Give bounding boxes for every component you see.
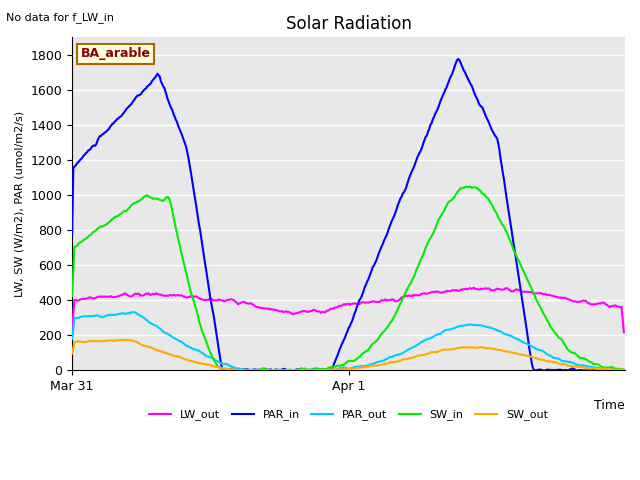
Y-axis label: LW, SW (W/m2), PAR (umol/m2/s): LW, SW (W/m2), PAR (umol/m2/s) xyxy=(15,111,25,297)
Title: Solar Radiation: Solar Radiation xyxy=(285,15,412,33)
X-axis label: Time: Time xyxy=(595,399,625,412)
Text: No data for f_LW_in: No data for f_LW_in xyxy=(6,12,115,23)
Text: BA_arable: BA_arable xyxy=(81,48,150,60)
Legend: LW_out, PAR_in, PAR_out, SW_in, SW_out: LW_out, PAR_in, PAR_out, SW_in, SW_out xyxy=(145,405,552,425)
